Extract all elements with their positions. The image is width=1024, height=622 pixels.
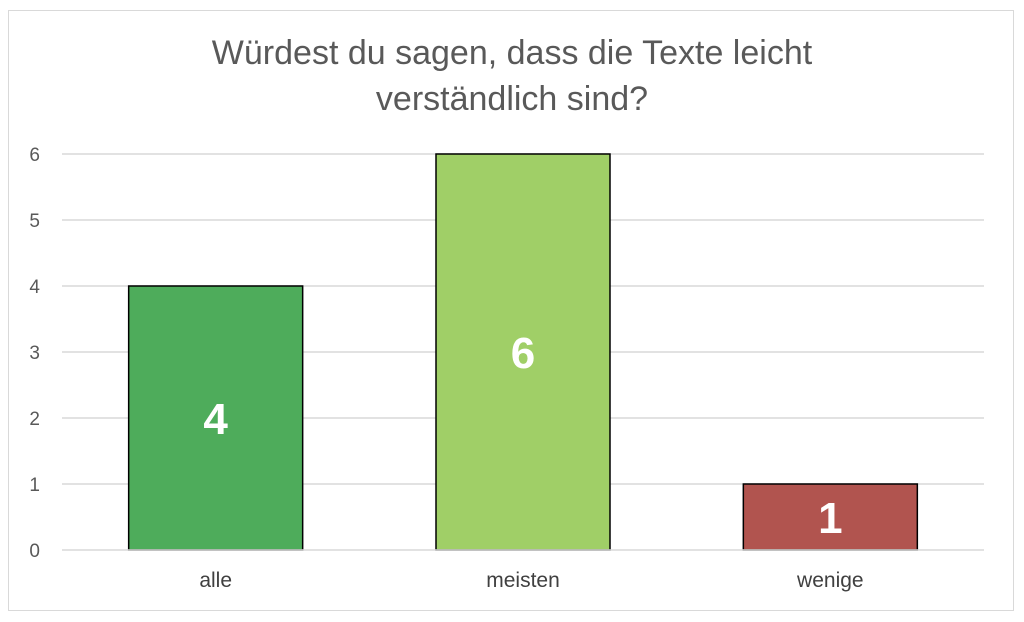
data-labels: 4 6 1: [203, 329, 842, 543]
y-tick-label: 5: [29, 211, 40, 232]
bar-wenige: [742, 483, 919, 551]
y-tick-label: 4: [29, 277, 40, 298]
data-label: 4: [203, 395, 228, 444]
bars: [127, 153, 919, 551]
bar-alle: [127, 285, 304, 551]
x-category-label: meisten: [486, 569, 560, 592]
y-tick-label: 1: [29, 475, 40, 496]
data-label: 6: [511, 329, 535, 378]
y-axis-ticks: 0 1 2 3 4 5 6: [29, 145, 40, 562]
data-label: 1: [818, 494, 842, 543]
bar-meisten: [435, 153, 611, 551]
x-category-label: wenige: [796, 569, 864, 592]
y-tick-label: 0: [29, 541, 40, 562]
x-axis-categories: alle meisten wenige: [199, 569, 863, 592]
y-tick-label: 6: [29, 145, 40, 166]
y-tick-label: 2: [29, 409, 40, 430]
chart-title: Würdest du sagen, dass die Texte leicht …: [211, 34, 813, 118]
x-category-label: alle: [199, 569, 232, 592]
y-tick-label: 3: [29, 343, 40, 364]
